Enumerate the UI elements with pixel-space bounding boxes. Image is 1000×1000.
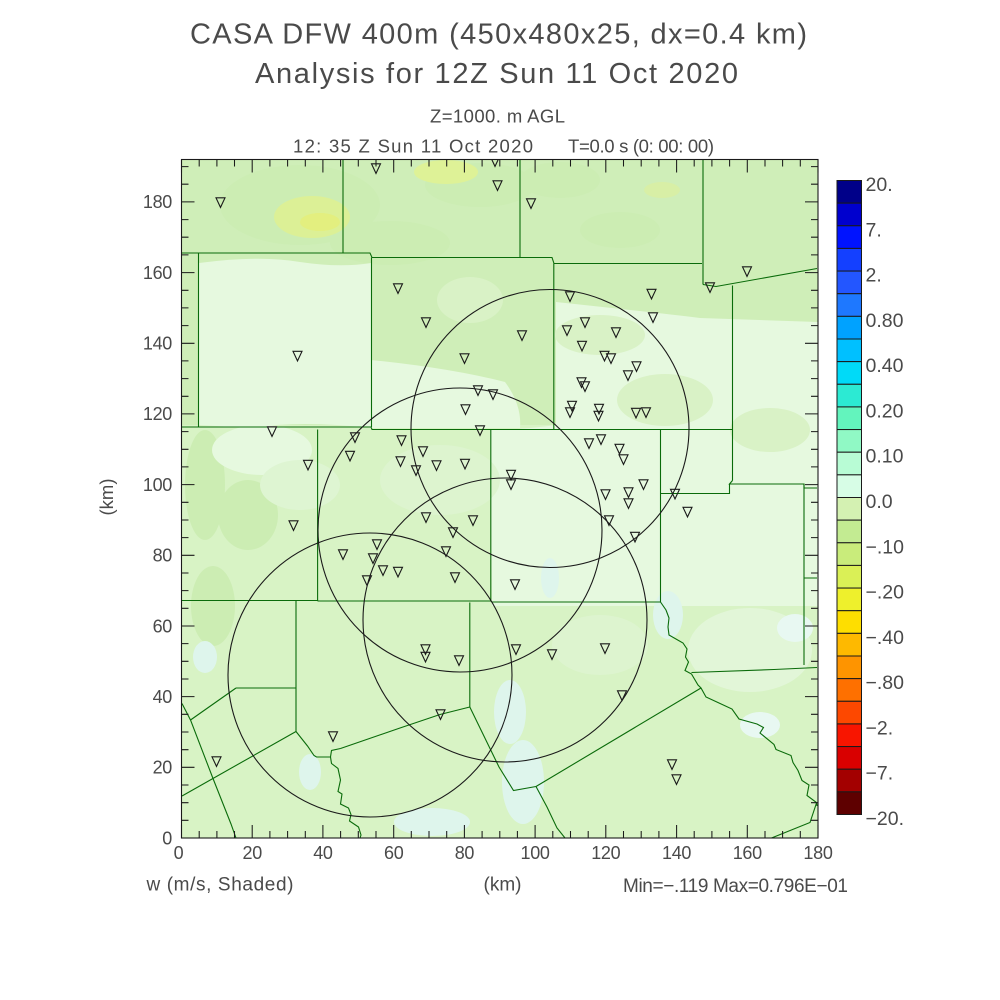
svg-text:140: 140 (662, 843, 691, 863)
svg-text:−.80: −.80 (866, 672, 905, 694)
svg-text:w (m/s, Shaded): w (m/s, Shaded) (146, 875, 294, 896)
svg-text:−.40: −.40 (866, 627, 905, 649)
svg-text:−7.: −7. (866, 763, 894, 785)
svg-text:0.80: 0.80 (866, 310, 904, 332)
svg-text:0: 0 (162, 828, 172, 848)
svg-text:20.: 20. (866, 174, 893, 196)
svg-text:100: 100 (143, 475, 172, 495)
svg-text:−2.: −2. (866, 717, 894, 739)
svg-text:Analysis for 12Z Sun 11 Oct 20: Analysis for 12Z Sun 11 Oct 2020 (255, 58, 738, 90)
svg-text:160: 160 (143, 263, 172, 283)
svg-text:−.20: −.20 (866, 582, 905, 604)
svg-text:20: 20 (242, 843, 262, 863)
svg-text:40: 40 (153, 687, 173, 707)
svg-text:80: 80 (455, 843, 475, 863)
svg-text:(km): (km) (96, 479, 117, 516)
svg-text:60: 60 (384, 843, 404, 863)
svg-text:40: 40 (313, 843, 333, 863)
svg-text:80: 80 (153, 546, 173, 566)
svg-text:0.40: 0.40 (866, 355, 904, 377)
svg-text:160: 160 (733, 843, 762, 863)
svg-text:−.10: −.10 (866, 536, 905, 558)
svg-text:100: 100 (521, 843, 550, 863)
svg-text:T=0.0 s (0: 00: 00): T=0.0 s (0: 00: 00) (568, 136, 714, 157)
svg-text:Z=1000. m AGL: Z=1000. m AGL (430, 106, 565, 127)
svg-text:Min=−.119 Max=0.796E−01: Min=−.119 Max=0.796E−01 (623, 876, 848, 897)
svg-text:20: 20 (153, 758, 173, 778)
svg-text:180: 180 (803, 843, 832, 863)
svg-text:7.: 7. (866, 219, 882, 241)
svg-text:−20.: −20. (866, 808, 905, 830)
svg-text:(km): (km) (484, 875, 522, 896)
svg-text:0.20: 0.20 (866, 400, 904, 422)
svg-text:12: 35 Z Sun 11 Oct 2020: 12: 35 Z Sun 11 Oct 2020 (293, 136, 533, 157)
svg-text:180: 180 (143, 192, 172, 212)
svg-text:0: 0 (174, 843, 184, 863)
svg-text:0.0: 0.0 (866, 491, 893, 513)
svg-text:120: 120 (143, 404, 172, 424)
svg-text:CASA DFW 400m (450x480x25, dx=: CASA DFW 400m (450x480x25, dx=0.4 km) (190, 19, 807, 51)
svg-text:60: 60 (153, 616, 173, 636)
svg-text:120: 120 (591, 843, 620, 863)
svg-text:140: 140 (143, 334, 172, 354)
svg-text:0.10: 0.10 (866, 446, 904, 468)
svg-text:2.: 2. (866, 265, 882, 287)
